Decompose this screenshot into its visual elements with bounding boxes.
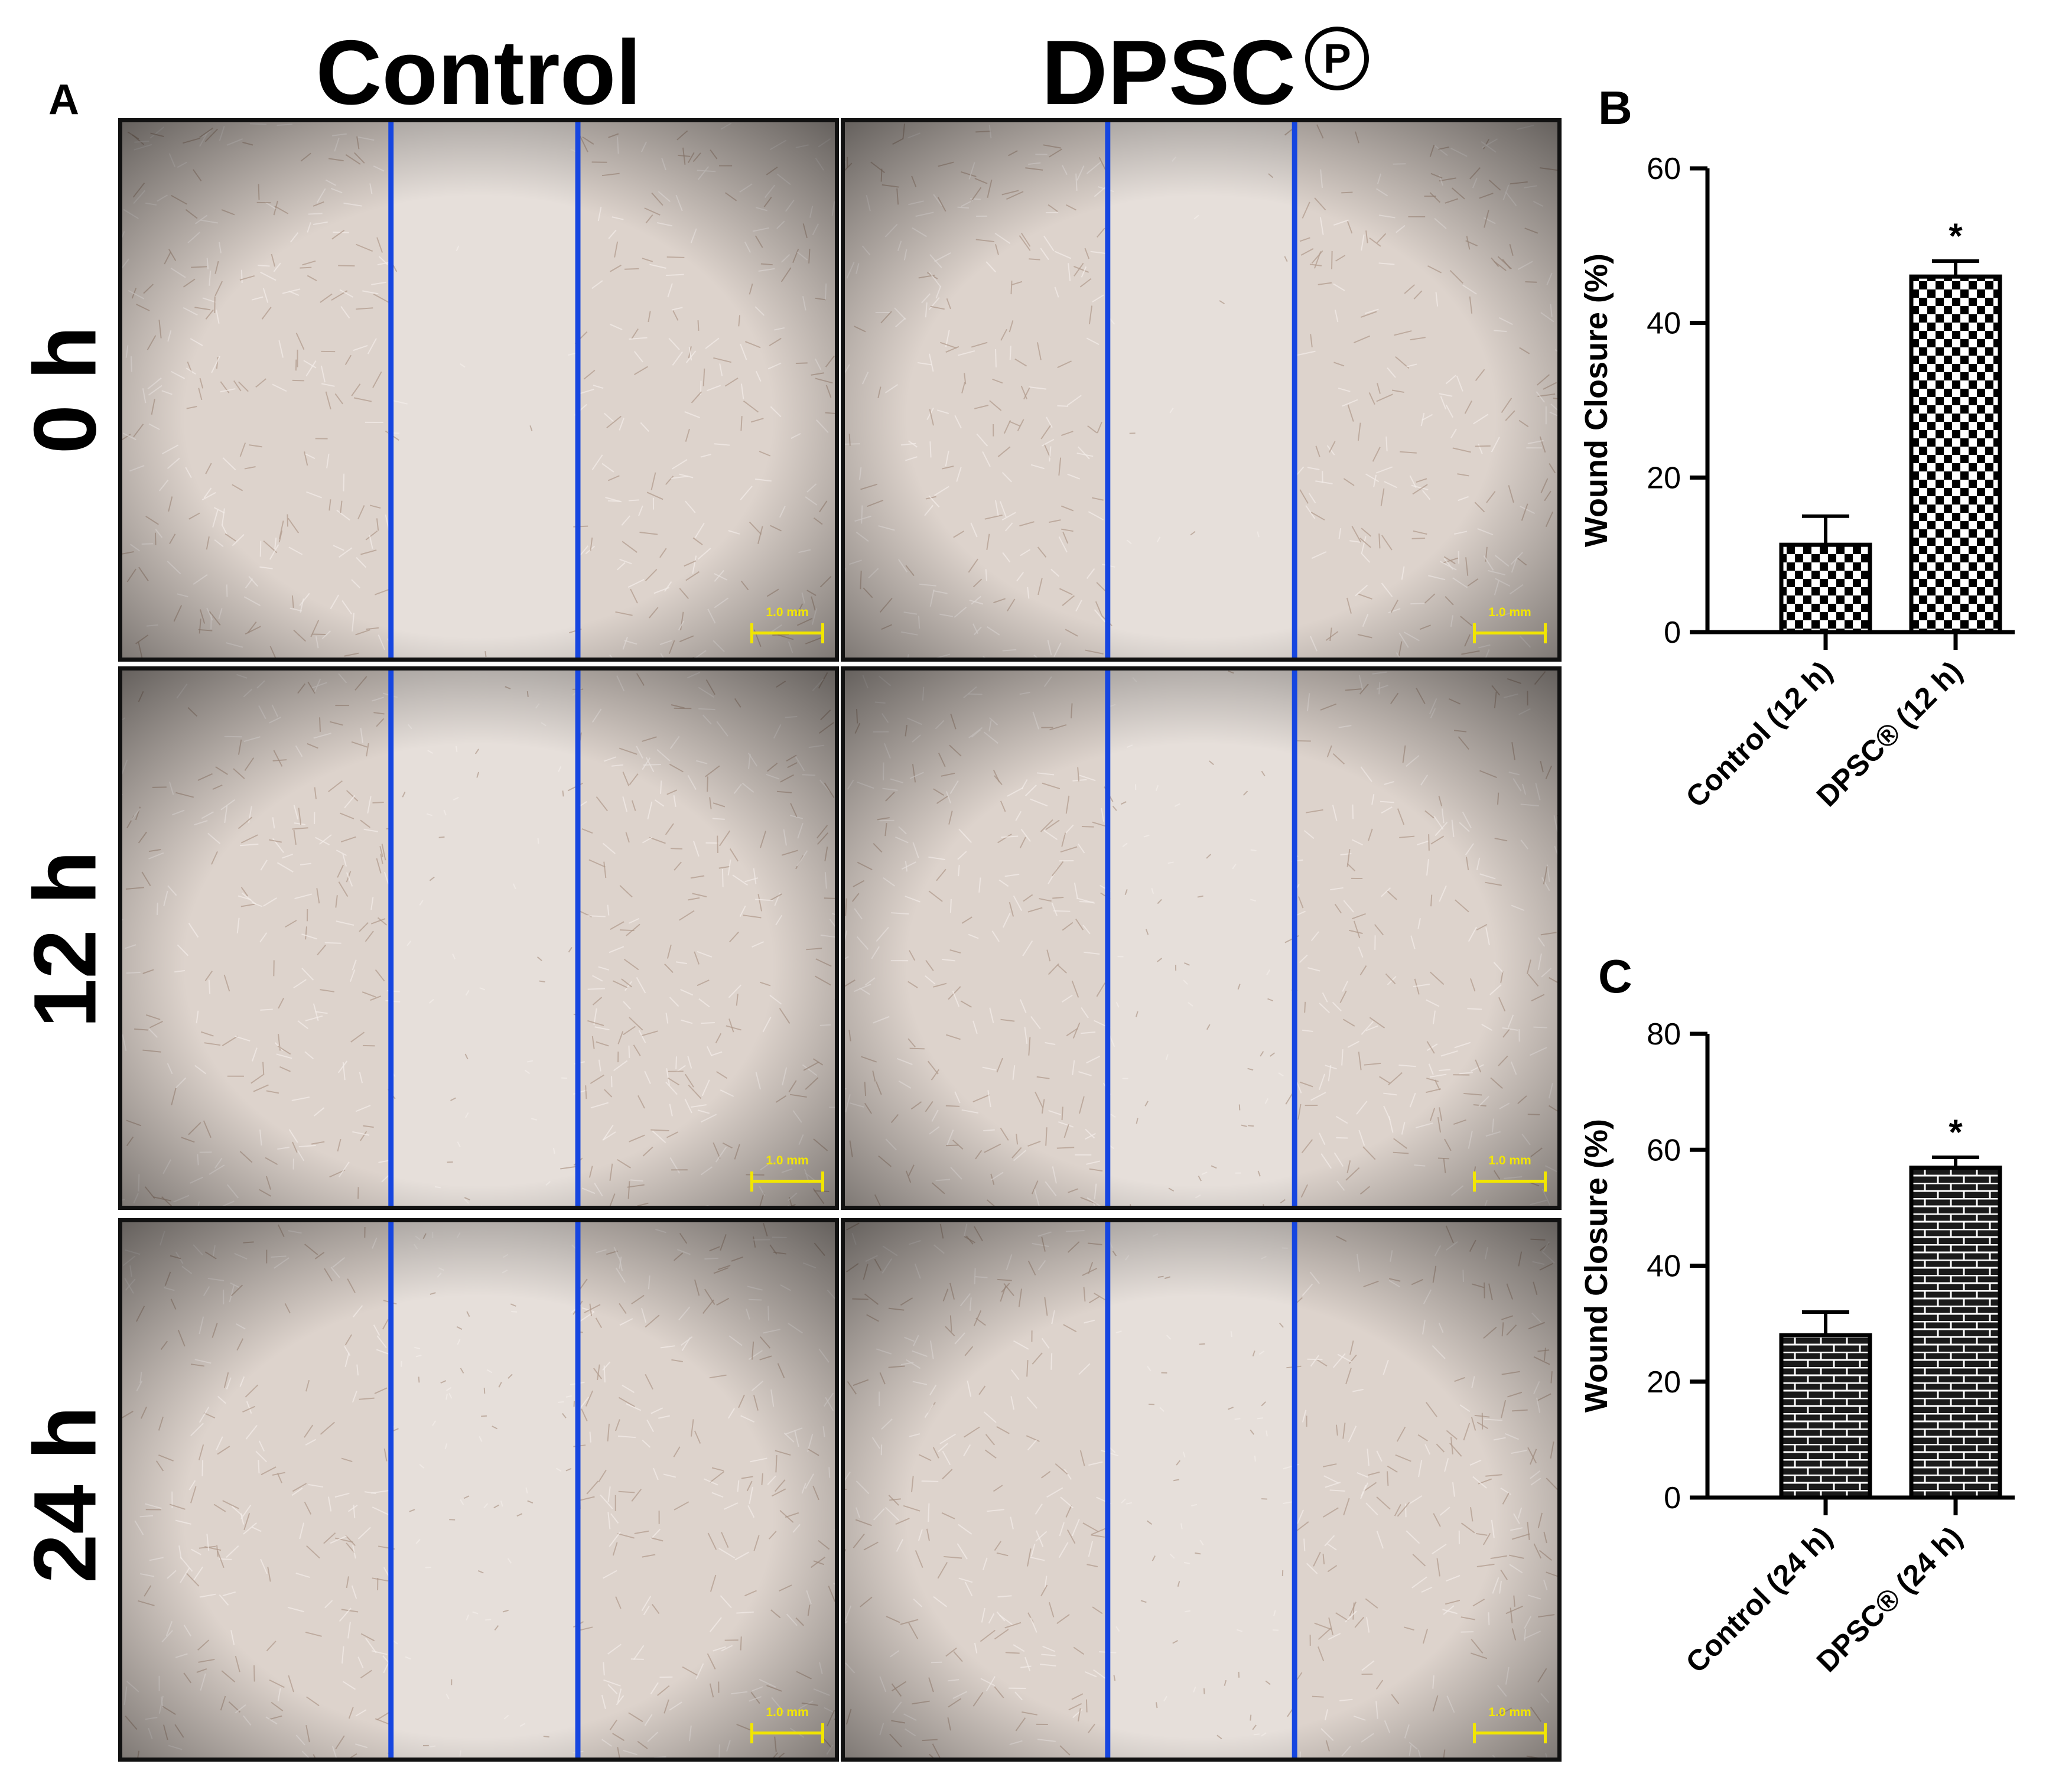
column-title-control: Control	[315, 21, 642, 123]
micrograph-control-0h: 1.0 mm	[118, 118, 839, 662]
y-tick-label: 60	[1647, 152, 1681, 186]
y-tick-label: 0	[1664, 1481, 1681, 1515]
scale-bar-label: 1.0 mm	[766, 1154, 809, 1167]
micrograph-dpsc-24h: 1.0 mm	[841, 1218, 1562, 1762]
bar-1	[1909, 274, 2002, 634]
micrograph-dpsc-0h: 1.0 mm	[841, 118, 1562, 662]
scale-bar-label: 1.0 mm	[1488, 1154, 1531, 1167]
panel-c-label: C	[1598, 950, 1632, 1003]
y-tick-label: 20	[1647, 461, 1681, 495]
y-tick-label: 40	[1647, 307, 1681, 341]
scale-bar: 1.0 mm	[1473, 1706, 1547, 1747]
significance-marker: *	[1949, 216, 1963, 256]
y-tick-label: 40	[1647, 1249, 1681, 1284]
y-tick-label: 80	[1647, 1017, 1681, 1052]
micrograph-dpsc-12h: 1.0 mm	[841, 666, 1562, 1210]
scale-bar: 1.0 mm	[750, 1154, 824, 1195]
column-title-dpsc: DPSC P	[845, 27, 1566, 118]
bar-1	[1909, 1166, 2002, 1500]
panel-b-label: B	[1598, 82, 1632, 134]
scale-bar-label: 1.0 mm	[1488, 1706, 1531, 1719]
bar-0	[1779, 1333, 1872, 1500]
scale-bar: 1.0 mm	[750, 1706, 824, 1747]
micrograph-control-24h: 1.0 mm	[118, 1218, 839, 1762]
y-axis-label: Wound Closure (%)	[1579, 253, 1614, 547]
scale-bar: 1.0 mm	[750, 606, 824, 647]
bar-0	[1779, 542, 1872, 634]
panel-a-label: A	[48, 76, 79, 123]
scale-bar-label: 1.0 mm	[766, 1706, 809, 1719]
scale-bar: 1.0 mm	[1473, 606, 1547, 647]
y-tick-label: 20	[1647, 1365, 1681, 1400]
p-circle-mark: P	[1305, 27, 1370, 90]
y-tick-label: 0	[1664, 616, 1681, 650]
scale-bar-label: 1.0 mm	[766, 606, 809, 619]
micrograph-control-12h: 1.0 mm	[118, 666, 839, 1210]
significance-marker: *	[1949, 1112, 1963, 1152]
scale-bar-label: 1.0 mm	[1488, 606, 1531, 619]
y-tick-label: 60	[1647, 1133, 1681, 1167]
y-axis-label: Wound Closure (%)	[1579, 1119, 1614, 1413]
scale-bar: 1.0 mm	[1473, 1154, 1547, 1195]
